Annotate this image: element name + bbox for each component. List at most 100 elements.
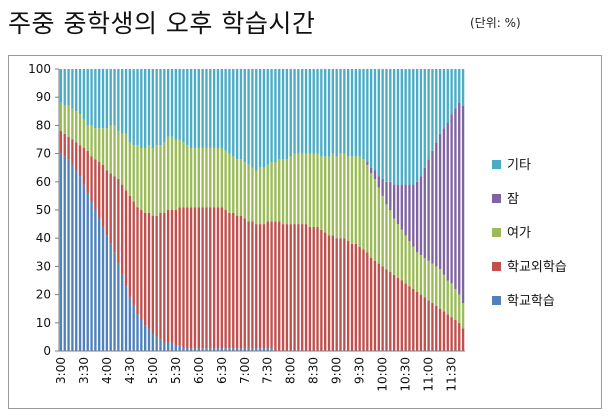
bar-segment-4-66 (312, 69, 315, 154)
bar-segment-1-97 (431, 303, 434, 351)
bar-segment-4-21 (140, 69, 143, 148)
bar-segment-2-93 (415, 252, 419, 292)
bar-segment-1-28 (166, 210, 170, 343)
bar-segment-1-27 (163, 212, 166, 343)
bar-segment-4-77 (354, 69, 358, 157)
bar-segment-2-70 (327, 156, 331, 236)
legend-swatch-0 (492, 160, 501, 169)
bar-segment-2-91 (408, 241, 411, 287)
bar-segment-1-89 (400, 280, 403, 351)
bar-segment-1-0 (59, 131, 63, 154)
x-tick-label-7: 6:30 (215, 357, 229, 384)
bar-segment-1-30 (174, 210, 177, 346)
bar-segment-2-17 (124, 133, 128, 191)
bar-segment-2-101 (446, 280, 449, 315)
bar-segment-4-3 (71, 69, 74, 109)
bar-segment-2-22 (143, 147, 147, 213)
bar-segment-0-29 (170, 342, 174, 351)
bar-segment-4-19 (132, 69, 135, 146)
bar-segment-1-8 (90, 156, 93, 202)
bar-segment-4-72 (335, 69, 338, 157)
bar-segment-1-64 (304, 224, 308, 351)
bar-segment-0-47 (239, 348, 243, 351)
bar-segment-0-46 (235, 348, 239, 351)
bar-segment-3-85 (385, 181, 388, 205)
bar-segment-2-104 (458, 294, 461, 323)
bar-segment-2-88 (396, 224, 400, 278)
bar-segment-2-65 (308, 153, 312, 227)
bar-segment-2-79 (362, 159, 365, 250)
bar-segment-2-28 (166, 136, 170, 210)
bar-segment-1-60 (289, 224, 292, 351)
bar-segment-1-2 (67, 136, 70, 160)
bar-segment-1-35 (193, 207, 197, 349)
bar-segment-1-94 (419, 294, 423, 351)
bar-segment-2-97 (431, 263, 434, 304)
bar-segment-2-16 (121, 133, 124, 185)
bar-segment-2-36 (197, 147, 200, 208)
bar-segment-2-53 (262, 167, 266, 225)
bar-segment-2-47 (239, 159, 243, 216)
bar-segment-4-52 (258, 69, 262, 168)
bar-segment-4-98 (435, 69, 438, 143)
bar-segment-2-71 (331, 153, 335, 236)
bar-segment-4-33 (186, 69, 189, 146)
bar-segment-4-13 (109, 69, 112, 126)
bar-segment-0-5 (78, 176, 82, 351)
bar-segment-2-0 (59, 102, 63, 132)
bar-segment-2-72 (335, 156, 338, 239)
bar-segment-4-53 (262, 69, 266, 168)
bar-segment-0-17 (124, 286, 128, 351)
bar-segment-1-74 (343, 238, 346, 351)
bar-segment-2-4 (75, 111, 78, 143)
bar-segment-4-79 (362, 69, 365, 160)
bar-segment-1-99 (438, 308, 442, 351)
bar-segment-3-84 (381, 178, 384, 196)
bar-segment-4-14 (113, 69, 116, 126)
bar-segment-1-100 (442, 311, 446, 351)
bar-segment-4-45 (232, 69, 235, 157)
bar-segment-0-30 (174, 345, 177, 351)
bar-segment-4-41 (216, 69, 220, 148)
bar-segment-4-48 (243, 69, 246, 163)
bar-segment-4-34 (189, 69, 193, 148)
bar-segment-4-83 (377, 69, 380, 177)
bar-segment-4-67 (316, 69, 319, 154)
bar-segment-1-20 (136, 207, 139, 315)
bar-segment-2-82 (373, 178, 377, 261)
y-tick-label-3: 30 (36, 259, 51, 273)
bar-segment-4-87 (392, 69, 396, 185)
bar-segment-3-88 (396, 184, 400, 225)
bar-segment-0-12 (105, 235, 109, 351)
bar-segment-1-4 (75, 142, 78, 171)
y-tick-label-1: 10 (36, 316, 51, 330)
bar-segment-3-91 (408, 184, 411, 242)
bar-segment-4-5 (78, 69, 82, 115)
bar-segment-1-3 (71, 139, 74, 165)
bar-segment-4-43 (224, 69, 227, 151)
legend-swatch-4 (492, 296, 501, 305)
bar-segment-4-69 (324, 69, 327, 157)
bar-segment-1-82 (373, 260, 377, 351)
bar-segment-4-25 (155, 69, 158, 146)
bar-segment-4-38 (205, 69, 208, 148)
bar-segment-2-12 (105, 128, 109, 171)
bar-segment-1-58 (281, 224, 285, 351)
bar-segment-2-64 (304, 153, 308, 225)
bar-segment-2-5 (78, 114, 82, 146)
bar-segment-0-54 (266, 348, 269, 351)
bar-segment-2-1 (63, 105, 66, 134)
bar-segment-3-82 (373, 170, 377, 179)
bar-segment-4-42 (220, 69, 223, 148)
bar-segment-1-79 (362, 249, 365, 351)
bar-segment-1-98 (435, 305, 438, 351)
bar-segment-3-90 (404, 184, 407, 236)
bar-segment-1-7 (86, 150, 89, 194)
bar-segment-0-1 (63, 156, 66, 351)
bar-segment-0-39 (209, 348, 212, 351)
bar-segment-4-94 (419, 69, 423, 177)
x-tick-label-0: 3:00 (54, 357, 68, 384)
bar-segment-4-76 (350, 69, 354, 157)
bar-segment-4-58 (281, 69, 285, 160)
